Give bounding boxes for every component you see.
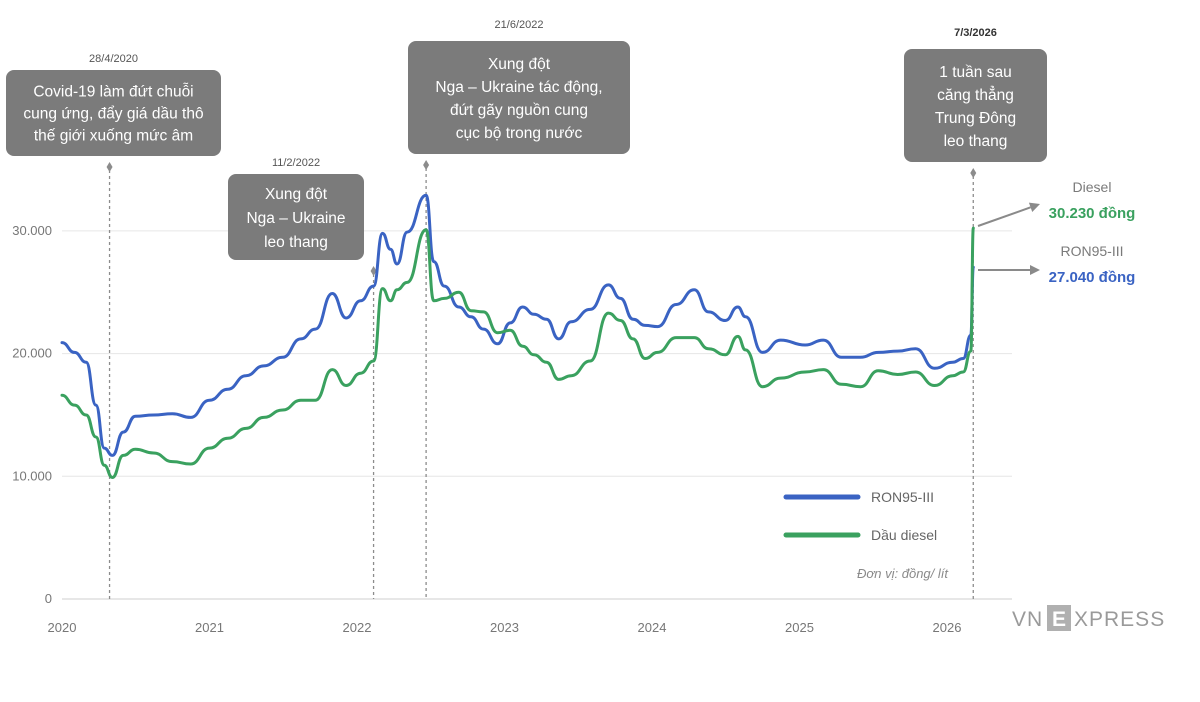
event-date-label: 28/4/2020: [89, 53, 138, 65]
annotation-box-bg: [6, 70, 221, 156]
annotation-text-line: Covid-19 làm đứt chuỗi: [33, 84, 193, 101]
y-tick-label: 0: [45, 591, 52, 606]
annotation-text-line: cục bộ trong nước: [456, 125, 583, 142]
end-label-name: Diesel: [1073, 179, 1112, 195]
logo-letter-e: E: [1052, 608, 1066, 631]
annotations: 28/4/2020 Covid-19 làm đứt chuỗi cung ứng,…: [6, 19, 1047, 260]
legend-item-diesel: Dầu diesel: [783, 527, 937, 543]
legend-label-ron95: RON95-III: [871, 489, 934, 505]
series-line-diesel: [60, 226, 975, 479]
series-line-ron95: [60, 193, 975, 457]
end-label-name: RON95-III: [1060, 243, 1123, 259]
series-lines: [60, 193, 975, 479]
unit-label: Đơn vị: đồng/ lít: [857, 566, 949, 581]
end-label-value: 30.230 đồng: [1049, 205, 1136, 222]
annotation-box: 1 tuần sau căng thẳng Trung Đông leo thang: [904, 49, 1047, 162]
event-date-label: 7/3/2026: [954, 27, 997, 39]
axis-tick-labels: 0 10.000 20.000 30.000 2020 2021 2022 2023 2024 2…: [12, 223, 961, 635]
end-label-value: 27.040 đồng: [1049, 269, 1136, 286]
vnexpress-logo: VN E XPRESS: [1012, 605, 1165, 631]
logo-text-left: VN: [1012, 608, 1043, 631]
gridlines: [62, 230, 1012, 600]
event-date-label: 21/6/2022: [495, 19, 544, 31]
annotation-box-bg: [904, 49, 1047, 162]
logo-text-right: XPRESS: [1074, 608, 1165, 631]
annotation-text-line: đứt gãy nguồn cung: [450, 102, 588, 119]
x-tick-label: 2024: [638, 620, 667, 635]
annotation-text-line: thế giới xuống mức âm: [34, 128, 193, 145]
annotation-text-line: leo thang: [264, 234, 328, 251]
logo-e-box: [1047, 605, 1071, 631]
x-tick-label: 2025: [785, 620, 814, 635]
x-tick-label: 2026: [933, 620, 962, 635]
x-tick-label: 2022: [343, 620, 372, 635]
end-value-labels: Diesel 30.230 đồng RON95-III 27.040 đồng: [977, 179, 1136, 286]
annotation-text-line: Xung đột: [265, 186, 328, 203]
legend-item-ron95: RON95-III: [783, 489, 934, 505]
event-diamond-marker: [970, 168, 977, 178]
annotation-box: Covid-19 làm đứt chuỗi cung ứng, đẩy giá …: [6, 70, 221, 156]
annotation-text-line: Nga – Ukraine: [246, 210, 345, 227]
legend: RON95-III Dầu diesel Đơn vị: đồng/ lít: [783, 489, 949, 581]
annotation-box-bg: [228, 174, 364, 260]
y-tick-label: 10.000: [12, 468, 52, 483]
annotation-text-line: Trung Đông: [935, 110, 1016, 127]
annotation-text-line: leo thang: [944, 133, 1008, 150]
x-tick-label: 2021: [195, 620, 224, 635]
y-tick-label: 20.000: [12, 346, 52, 361]
end-arrow-line: [977, 206, 1031, 227]
event-date-label: 11/2/2022: [272, 157, 320, 169]
event-diamond-marker: [370, 266, 377, 276]
x-tick-label: 2020: [48, 620, 77, 635]
annotation-box: Xung đột Nga – Ukraine tác động, đứt gãy n…: [408, 41, 630, 154]
legend-label-diesel: Dầu diesel: [871, 527, 937, 543]
annotation-text-line: 1 tuần sau: [939, 64, 1011, 81]
event-diamond-marker: [423, 160, 430, 170]
y-tick-label: 30.000: [12, 223, 52, 238]
annotation-box-bg: [408, 41, 630, 154]
annotation-text-line: cung ứng, đẩy giá dầu thô: [23, 106, 203, 123]
x-tick-label: 2023: [490, 620, 519, 635]
event-markers: [106, 160, 977, 599]
annotation-text-line: Nga – Ukraine tác động,: [435, 79, 602, 96]
annotation-box: Xung đột Nga – Ukraine leo thang: [228, 174, 364, 260]
event-diamond-marker: [106, 162, 113, 172]
annotation-text-line: căng thẳng: [937, 86, 1014, 104]
end-arrow-head: [1028, 202, 1040, 213]
end-arrow-head: [1030, 265, 1040, 275]
annotation-text-line: Xung đột: [488, 56, 551, 73]
